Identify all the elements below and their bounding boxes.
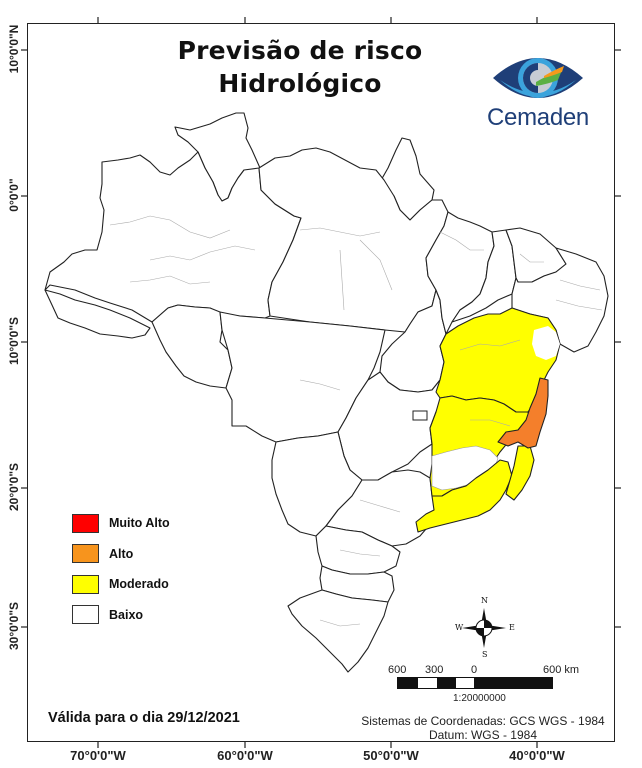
- compass-south-label: S: [482, 650, 488, 659]
- coordinate-info: Sistemas de Coordenadas: GCS WGS - 1984 …: [352, 714, 614, 742]
- eye-logo-icon: [493, 58, 583, 98]
- legend-item-moderado: Moderado: [72, 569, 170, 600]
- lat-label-10s: 10°0'0"S: [7, 316, 21, 366]
- legend-swatch: [72, 605, 99, 625]
- legend-label: Moderado: [109, 577, 169, 592]
- legend-swatch: [72, 544, 99, 564]
- lon-label-50w: 50°0'0"W: [363, 748, 419, 763]
- logo-name: Cemaden: [487, 104, 589, 131]
- legend-item-baixo: Baixo: [72, 600, 170, 631]
- risk-area-alto: [497, 377, 549, 449]
- axis-ticks: [21, 17, 621, 748]
- lat-label-0: 0°0'0": [7, 178, 21, 212]
- map-title-line2: Hidrológico: [218, 69, 382, 98]
- states: [44, 112, 609, 673]
- lat-label-10n: 10°0'0"N: [7, 24, 21, 74]
- state-rondonia: [151, 304, 233, 389]
- scale-label-600-km: 600 km: [543, 664, 580, 676]
- lat-label-30s: 30°0'0"S: [7, 601, 21, 651]
- lon-label-60w: 60°0'0"W: [217, 748, 273, 763]
- legend-item-alto: Alto: [72, 539, 170, 570]
- legend: Muito Alto Alto Moderado Baixo: [72, 508, 170, 630]
- compass-rose-icon: [462, 608, 506, 648]
- state-acre: [44, 289, 151, 339]
- legend-label: Alto: [109, 546, 134, 561]
- risk-area-rj-sp-moderado: [415, 459, 513, 533]
- scale-label-300: 300: [425, 664, 444, 676]
- compass-west-label: W: [455, 623, 464, 632]
- map-title: Previsão de risco Hidrológico: [150, 34, 450, 100]
- scale-label-600-left: 600: [388, 664, 407, 676]
- risk-area-espirito-santo-moderado: [505, 445, 535, 501]
- legend-swatch: [72, 574, 99, 594]
- compass-north-label: N: [481, 596, 488, 605]
- legend-label: Baixo: [109, 607, 144, 622]
- coordinate-system: Sistemas de Coordenadas: GCS WGS - 1984: [361, 714, 605, 728]
- state-rio-grande-do-sul: [287, 589, 389, 673]
- lon-label-70w: 70°0'0"W: [70, 748, 126, 763]
- risk-areas: [415, 307, 561, 533]
- datum: Datum: WGS - 1984: [428, 728, 538, 742]
- legend-swatch: [72, 513, 99, 533]
- map-title-line1: Previsão de risco: [177, 36, 423, 65]
- lon-label-40w: 40°0'0"W: [509, 748, 565, 763]
- scale-bar: [397, 677, 553, 689]
- lat-label-20s: 20°0'0"S: [7, 462, 21, 512]
- risk-area-bahia-baixo: [532, 326, 560, 360]
- mesoregion-lines: [109, 215, 603, 627]
- legend-label: Muito Alto: [109, 516, 170, 531]
- legend-item-muito-alto: Muito Alto: [72, 508, 170, 539]
- distrito-federal: [412, 410, 428, 421]
- validity-date: Válida para o dia 29/12/2021: [48, 710, 240, 726]
- compass-east-label: E: [509, 623, 515, 632]
- scale-label-0: 0: [471, 664, 478, 676]
- scale-ratio: 1:20000000: [453, 693, 506, 704]
